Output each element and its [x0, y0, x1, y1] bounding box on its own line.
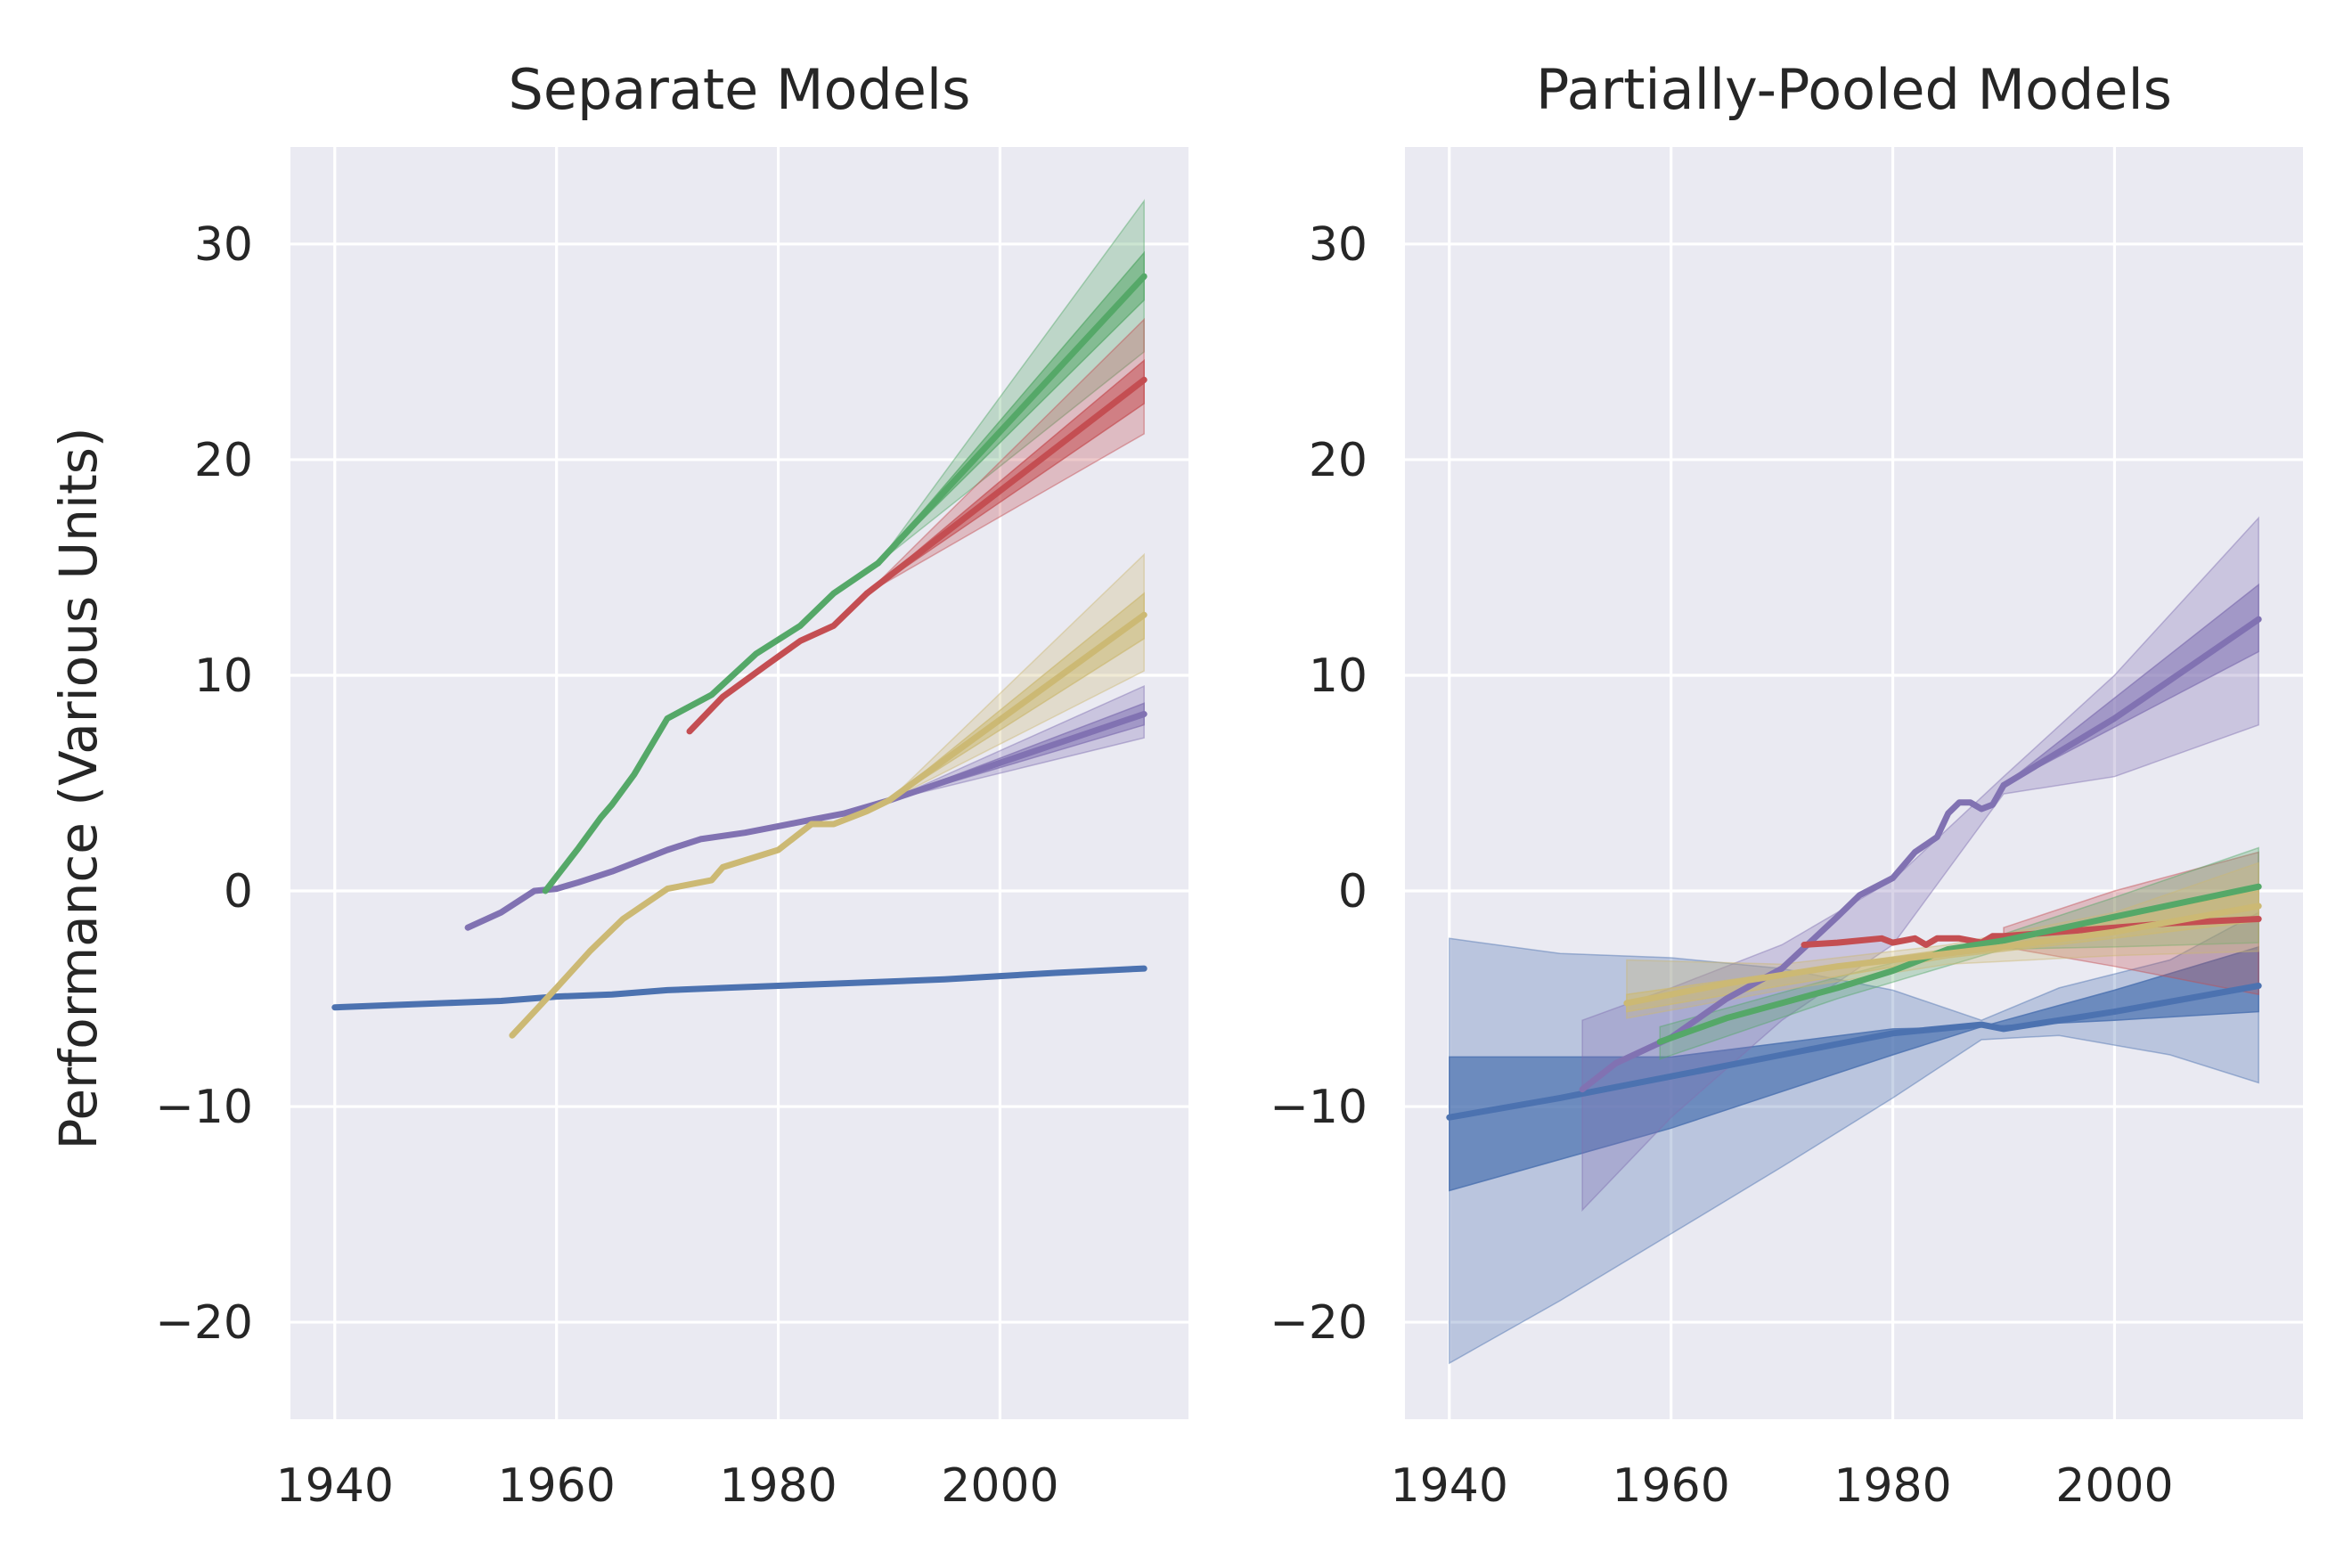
separate-models-credible-bands — [866, 199, 1145, 802]
partially-pooled-models-x-tick-label: 2000 — [2055, 1459, 2173, 1513]
partially-pooled-models-x-tick-label: 1940 — [1391, 1459, 1508, 1513]
partially-pooled-models-purple-forecast-line — [2000, 616, 2262, 788]
partially-pooled-models-green-series-line — [1656, 883, 2262, 1045]
separate-models-title: Separate Models — [509, 57, 971, 122]
separate-models-y-tick-label: 0 — [224, 865, 253, 919]
partially-pooled-models-title: Partially-Pooled Models — [1536, 57, 2172, 122]
partially-pooled-models-y-tick-label: 10 — [1309, 649, 1368, 703]
partially-pooled-models-x-tick-label: 1980 — [1833, 1459, 1951, 1513]
y-axis-label: Performance (Various Units) — [48, 427, 109, 1149]
partially-pooled-models-panel: 1940 1960 1980 2000 −20 −10 0 10 20 30 Partially… — [1270, 57, 2303, 1513]
separate-models-green-forecast-line — [875, 273, 1147, 567]
separate-models-x-tick-label: 2000 — [941, 1459, 1058, 1513]
partially-pooled-models-y-tick-labels: −20 −10 0 10 20 30 — [1270, 218, 1368, 1350]
separate-models-x-tick-label: 1940 — [276, 1459, 394, 1513]
partially-pooled-models-blue-series-line — [1446, 983, 2262, 1121]
separate-models-red-series-line — [686, 590, 870, 735]
partially-pooled-models-purple-credible-band — [1581, 516, 2259, 1213]
separate-models-purple-series-line — [464, 796, 893, 931]
separate-models-y-tick-label: −20 — [155, 1296, 253, 1350]
separate-models-yellow-forecast-line — [886, 611, 1147, 804]
partially-pooled-models-blue-credible-band — [1449, 945, 2259, 1192]
partially-pooled-models-series-lines — [1446, 616, 2262, 1121]
separate-models-y-tick-label: 20 — [194, 434, 253, 487]
partially-pooled-models-purple-series-line — [1579, 781, 2007, 1093]
separate-models-x-tick-label: 1980 — [719, 1459, 837, 1513]
partially-pooled-models-y-tick-label: −10 — [1270, 1081, 1368, 1134]
separate-models-panel: 1940 1960 1980 2000 −20 −10 0 10 20 30 Separate … — [155, 57, 1188, 1513]
partially-pooled-models-plot-area — [1405, 147, 2303, 1419]
partially-pooled-models-x-tick-label: 1960 — [1612, 1459, 1729, 1513]
partially-pooled-models-x-tick-labels: 1940 1960 1980 2000 — [1391, 1459, 2174, 1513]
separate-models-red-forecast-line — [863, 376, 1147, 597]
separate-models-y-tick-labels: −20 −10 0 10 20 30 — [155, 218, 253, 1350]
partially-pooled-models-y-tick-label: 20 — [1309, 434, 1368, 487]
separate-models-x-tick-labels: 1940 1960 1980 2000 — [276, 1459, 1059, 1513]
partially-pooled-models-yellow-series-line — [1623, 902, 2262, 1007]
separate-models-blue-series-line — [331, 965, 1147, 1011]
separate-models-y-tick-label: −10 — [155, 1081, 253, 1134]
separate-models-series-lines — [331, 273, 1147, 1039]
separate-models-y-tick-label: 30 — [194, 218, 253, 272]
separate-models-x-tick-label: 1960 — [497, 1459, 615, 1513]
separate-models-gridlines — [290, 147, 1188, 1419]
partially-pooled-models-y-tick-label: 0 — [1338, 865, 1368, 919]
separate-models-y-tick-label: 10 — [194, 649, 253, 703]
separate-models-green-series-line — [542, 559, 882, 894]
separate-models-plot-area — [290, 147, 1188, 1419]
partially-pooled-models-red-series-line — [1801, 916, 2262, 948]
partially-pooled-models-y-tick-label: −20 — [1270, 1296, 1368, 1350]
separate-models-purple-forecast-line — [886, 711, 1147, 804]
separate-models-yellow-series-line — [509, 796, 893, 1039]
partially-pooled-models-y-tick-label: 30 — [1309, 218, 1368, 272]
